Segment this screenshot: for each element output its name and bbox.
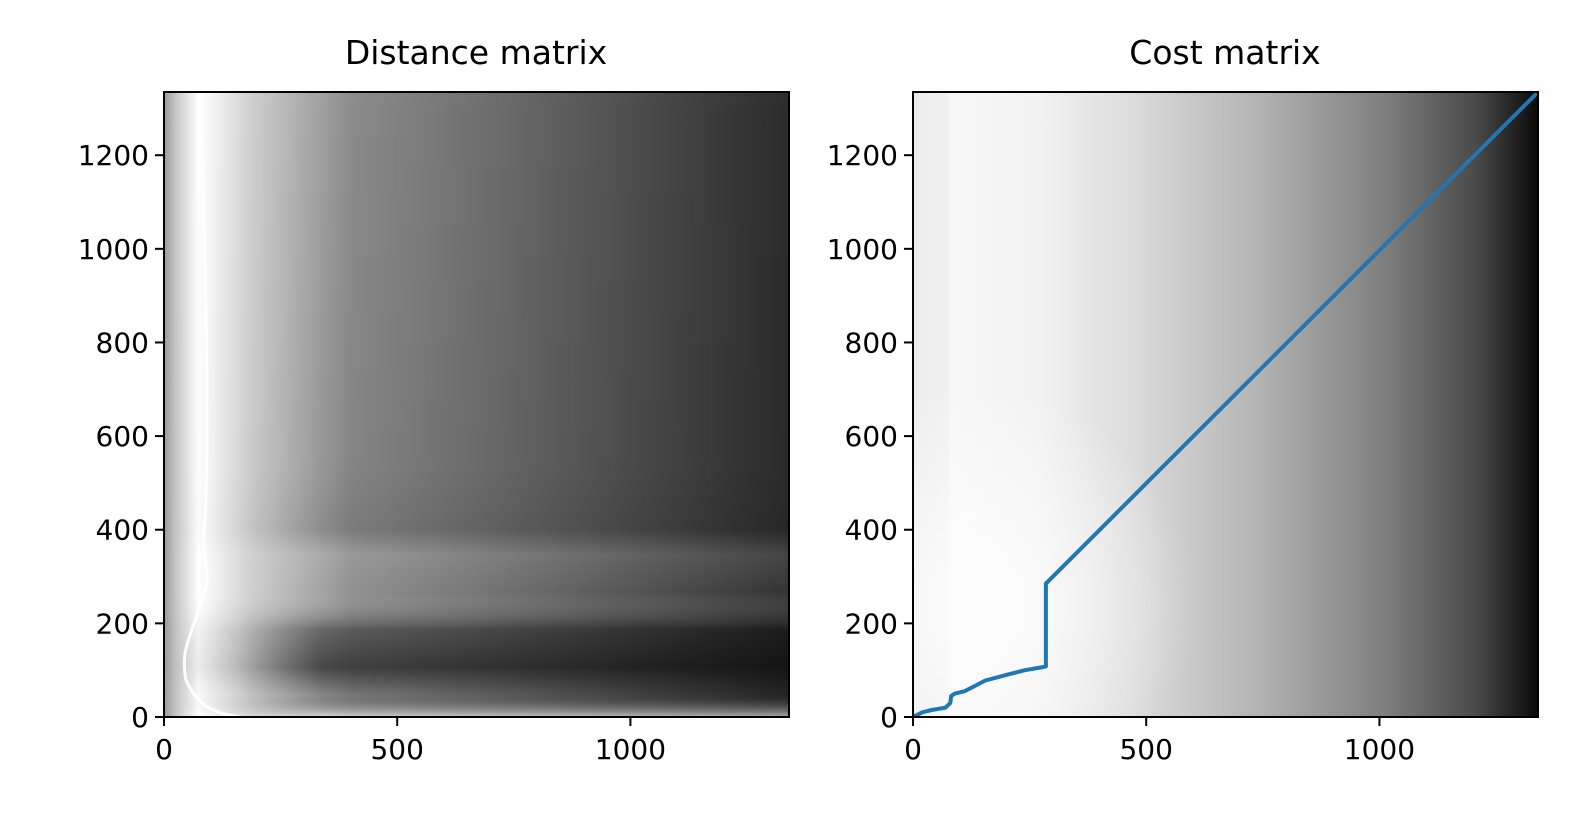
cost-ytick-label: 1200 (827, 139, 898, 172)
warping-path-line (913, 92, 1538, 717)
distance-ytick-label: 0 (131, 701, 149, 734)
distance-axes-frame (163, 91, 790, 718)
cost-matrix-title: Cost matrix (1129, 33, 1320, 72)
distance-xtick-label: 1000 (595, 733, 666, 766)
cost-ytick-label: 600 (845, 420, 898, 453)
distance-ticks: 0 500 1000 0 200 400 600 800 1000 1200 (78, 139, 666, 766)
cost-axes-frame (912, 91, 1539, 718)
cost-xtick-label: 0 (904, 733, 922, 766)
cost-ytick-label: 400 (845, 514, 898, 547)
distance-matrix-panel: Distance matrix 0 500 1000 0 200 400 600 800 100… (78, 33, 790, 766)
distance-ytick-label: 1000 (78, 233, 149, 266)
distance-ytick-label: 1200 (78, 139, 149, 172)
distance-ytick-label: 400 (96, 514, 149, 547)
distance-xtick-label: 500 (370, 733, 423, 766)
cost-ticks: 0 500 1000 0 200 400 600 800 1000 1200 (827, 139, 1415, 766)
distance-matrix-title: Distance matrix (345, 33, 607, 72)
distance-heatmap-band (164, 92, 789, 717)
distance-ridge (182, 92, 241, 717)
cost-matrix-panel: Cost matrix 0 500 1000 0 200 400 600 800 1000 120… (827, 33, 1539, 766)
distance-xtick-label: 0 (155, 733, 173, 766)
distance-ytick-label: 800 (96, 326, 149, 359)
distance-ytick-label: 200 (96, 607, 149, 640)
cost-xtick-label: 1000 (1344, 733, 1415, 766)
cost-ytick-label: 200 (845, 607, 898, 640)
cost-xtick-label: 500 (1119, 733, 1172, 766)
cost-ytick-label: 1000 (827, 233, 898, 266)
cost-ytick-label: 0 (880, 701, 898, 734)
cost-ytick-label: 800 (845, 326, 898, 359)
distance-ytick-label: 600 (96, 420, 149, 453)
